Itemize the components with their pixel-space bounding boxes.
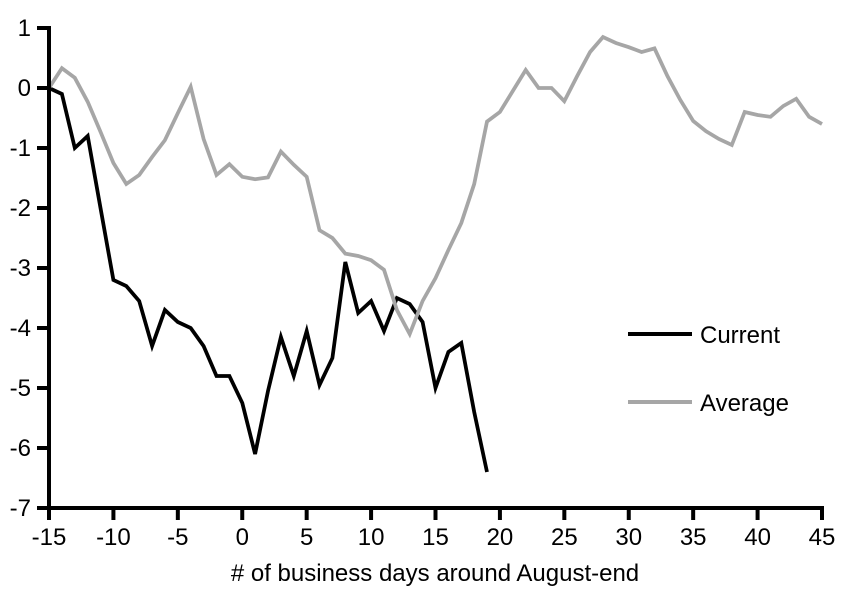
x-tick-label: -10 bbox=[96, 524, 131, 551]
y-tick-label: -6 bbox=[10, 435, 31, 462]
series-line-average bbox=[47, 34, 823, 339]
y-tick-label: -5 bbox=[10, 375, 31, 402]
y-tick-label: 0 bbox=[18, 75, 31, 102]
x-tick-label: 35 bbox=[680, 524, 707, 551]
y-tick-label: -1 bbox=[10, 135, 31, 162]
y-tick-label: 1 bbox=[18, 15, 31, 42]
legend: Current Average bbox=[628, 322, 789, 417]
legend-label-current: Current bbox=[700, 322, 780, 349]
x-tick-label: 30 bbox=[615, 524, 642, 551]
x-tick-label: -15 bbox=[32, 524, 67, 551]
y-tick-label: -4 bbox=[10, 315, 31, 342]
x-tick-label: 10 bbox=[358, 524, 385, 551]
x-tick-label: 20 bbox=[487, 524, 514, 551]
series-line-current bbox=[48, 86, 489, 473]
x-tick-label: 15 bbox=[422, 524, 449, 551]
data-series-lines bbox=[47, 34, 823, 473]
x-axis-ticks: -15 -10 -5 0 5 10 15 20 25 30 35 40 45 bbox=[32, 508, 836, 551]
x-tick-label: 5 bbox=[300, 524, 313, 551]
x-tick-label: 45 bbox=[809, 524, 836, 551]
x-tick-label: -5 bbox=[167, 524, 188, 551]
x-tick-label: 0 bbox=[236, 524, 249, 551]
x-axis-title: # of business days around August-end bbox=[231, 560, 639, 587]
plot-area bbox=[49, 28, 822, 508]
x-tick-label: 25 bbox=[551, 524, 578, 551]
y-tick-label: -3 bbox=[10, 255, 31, 282]
x-tick-label: 40 bbox=[744, 524, 771, 551]
y-axis-ticks: 1 0 -1 -2 -3 -4 -5 -6 -7 bbox=[10, 15, 49, 522]
legend-label-average: Average bbox=[700, 390, 789, 417]
y-tick-label: -2 bbox=[10, 195, 31, 222]
y-tick-label: -7 bbox=[10, 495, 31, 522]
